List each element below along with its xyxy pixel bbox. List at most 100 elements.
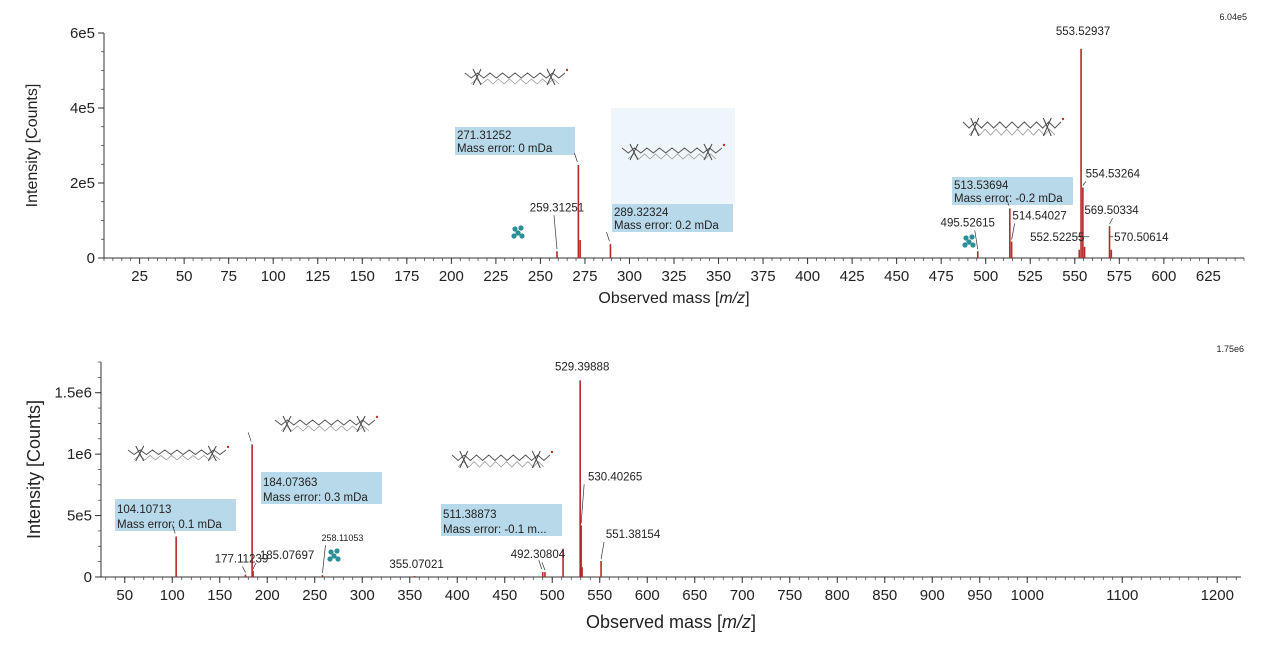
x-tick-label: 125 [305, 268, 330, 285]
peak-label: 492.30804 [511, 549, 566, 561]
x-tick-label: 25 [131, 268, 148, 285]
x-tick-label: 50 [176, 268, 193, 285]
annotation-leader-line [538, 559, 543, 570]
annotation-mass: 289.32324 [614, 207, 669, 219]
x-tick-label: 300 [350, 587, 375, 604]
peak-leader-line [553, 215, 558, 250]
max-intensity-label: 1.75e6 [1216, 344, 1244, 354]
x-tick-label: 300 [617, 268, 642, 285]
peak-leader-line [1109, 217, 1113, 225]
x-tick-label: 500 [973, 268, 998, 285]
x-tick-label: 450 [492, 587, 517, 604]
x-tick-label: 225 [483, 268, 508, 285]
fragment-cluster-icon [511, 225, 525, 239]
annotation-mass: 511.38873 [443, 509, 497, 521]
annotation-mass-error: Mass error: 0.1 mDa [117, 519, 222, 531]
mass-annotation-box: 511.38873 Mass error: -0.1 m... [441, 504, 562, 570]
x-tick-label: 550 [1062, 268, 1087, 285]
mass-annotation-box: 104.10713 Mass error: 0.1 mDa [115, 499, 236, 534]
y-tick-label: 1e6 [67, 446, 92, 463]
peak-leader-line [322, 545, 326, 574]
x-tick-label: 175 [394, 268, 419, 285]
x-tick-label: 475 [929, 268, 954, 285]
x-tick-label: 350 [706, 268, 731, 285]
x-tick-label: 375 [751, 268, 776, 285]
x-tick-label: 525 [1018, 268, 1043, 285]
molecule-highlight-box [611, 108, 735, 204]
x-tick-label: 1200 [1201, 587, 1234, 604]
annotation-mass-error: Mass error: -0.1 m... [443, 524, 547, 536]
y-axis-title: Intensity [Counts] [24, 400, 44, 539]
x-tick-label: 425 [840, 268, 865, 285]
x-tick-label: 275 [572, 268, 597, 285]
annotation-leader-line [574, 152, 578, 163]
x-tick-label: 1100 [1106, 587, 1138, 604]
annotation-leader-line [171, 524, 176, 534]
molecule-structure-icon [127, 445, 230, 462]
x-tick-label: 600 [635, 587, 660, 604]
peak-label: 495.52615 [941, 217, 995, 229]
annotation-mass: 513.53694 [954, 180, 1009, 192]
x-tick-label: 1000 [1011, 587, 1044, 604]
x-tick-label: 700 [730, 587, 755, 604]
molecule-structure-icon [451, 450, 554, 469]
y-tick-label: 1.5e6 [54, 385, 92, 402]
annotation-mass-error: Mass error: 0 mDa [457, 143, 553, 155]
x-tick-label: 250 [302, 587, 327, 604]
x-tick-label: 100 [261, 268, 286, 285]
y-tick-label: 0 [84, 569, 92, 586]
y-tick-label: 5e5 [67, 508, 92, 525]
peak-leader-line [541, 561, 546, 571]
annotation-mass: 184.07363 [263, 477, 317, 489]
bottom-spectrum-chart: 50 100 150 200 250 300 350 400 450 500 550 600 650 70… [24, 344, 1244, 632]
x-tick-label: 200 [439, 268, 464, 285]
x-tick-label: 800 [825, 587, 850, 604]
mass-annotation-box: 184.07363 Mass error: 0.3 mDa [247, 432, 382, 504]
annotation-mass-error: Mass error: -0.2 mDa [954, 193, 1063, 205]
annotation-mass-error: Mass error: 0.3 mDa [263, 492, 368, 504]
x-tick-label: 850 [872, 587, 897, 604]
annotation-mass: 271.31252 [457, 130, 511, 142]
peak-label: 530.40265 [588, 471, 642, 483]
peak-label: 259.31251 [530, 202, 584, 214]
peak-label: 355.07021 [389, 559, 443, 571]
peak-leader-line [974, 230, 979, 250]
peak-label: 553.52937 [1056, 26, 1110, 38]
annotation-leader-line [606, 232, 610, 242]
x-tick-label: 50 [116, 587, 133, 604]
peak-leader-line [600, 541, 605, 560]
x-tick-label: 325 [661, 268, 686, 285]
peak-label: 551.38154 [606, 529, 661, 541]
x-tick-label: 350 [397, 587, 422, 604]
peak-label: 569.50334 [1084, 205, 1139, 217]
peak-leader-line [1011, 223, 1015, 240]
fragment-cluster-icon [962, 234, 976, 248]
y-tick-label: 2e5 [70, 175, 95, 192]
x-tick-label: 650 [682, 587, 707, 604]
y-tick-label: 6e5 [70, 25, 95, 42]
annotation-mass: 104.10713 [117, 504, 171, 516]
y-tick-label: 0 [87, 250, 95, 267]
peak-label: 185.07697 [260, 550, 314, 562]
peak-label: 570.50614 [1114, 232, 1169, 244]
x-tick-label: 575 [1107, 268, 1132, 285]
x-axis-title: Observed mass [m/z] [586, 612, 756, 632]
peak-leader-line [580, 484, 585, 524]
x-tick-label: 400 [445, 587, 470, 604]
peak-label: 552.52255 [1030, 232, 1084, 244]
x-tick-label: 450 [884, 268, 909, 285]
annotation-leader-line [1005, 196, 1010, 206]
x-tick-label: 550 [587, 587, 612, 604]
molecule-structure-icon [962, 117, 1065, 137]
annotation-mass-error: Mass error: 0.2 mDa [614, 220, 719, 232]
peak-leader-line [1082, 181, 1087, 186]
max-intensity-label: 6.04e5 [1219, 12, 1247, 22]
y-axis-title: Intensity [Counts] [24, 84, 41, 208]
top-spectrum-chart: 25 50 75 100 125 150 175 200 225 250 275 300 325 350 3… [24, 12, 1247, 307]
peak-label: 258.11053 [322, 533, 364, 543]
x-tick-label: 150 [207, 587, 232, 604]
